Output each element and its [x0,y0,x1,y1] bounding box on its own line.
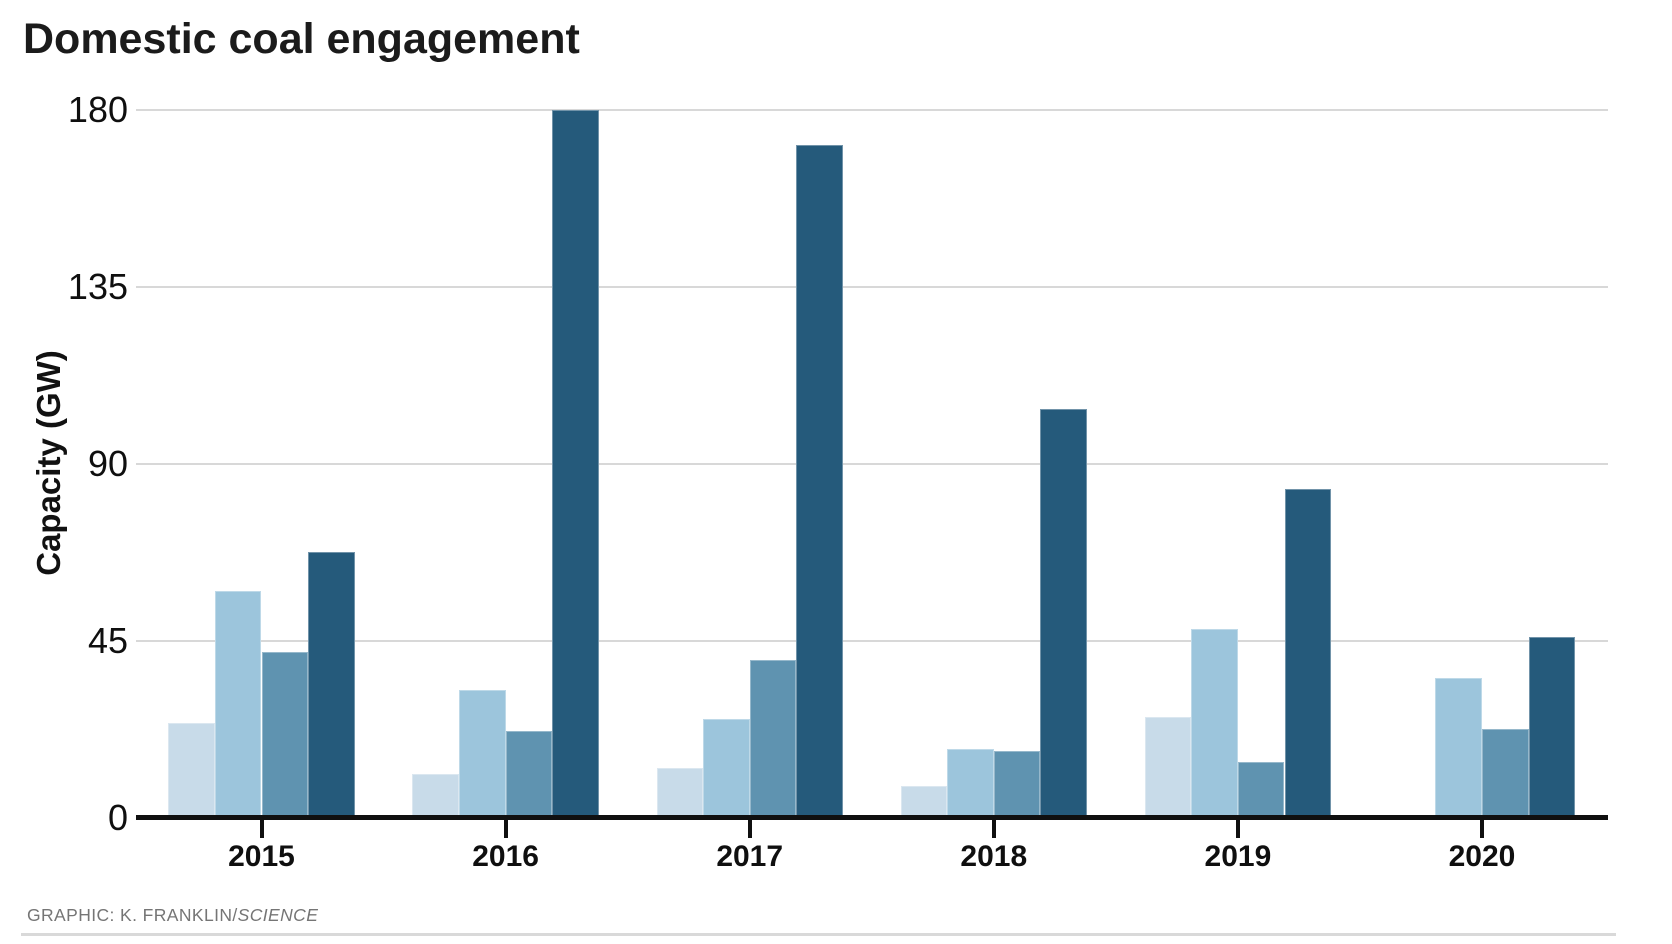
bar-2020-bar-shade-3-medium [1482,729,1529,818]
bar-2020-bar-shade-4-dark [1528,636,1576,818]
bar-2019-bar-shade-3-medium [1237,762,1285,818]
credit-caption-prefix: GRAPHIC: K. FRANKLIN/ [27,905,238,925]
x-axis-tick-2018 [991,820,996,838]
bar-2016-bar-shade-3-medium [505,731,553,818]
x-axis-tick-2017 [747,820,752,838]
bar-2016-bar-shade-4-dark [552,110,599,818]
bar-2015-bar-shade-1-lightest [168,723,215,818]
gridline-45 [136,639,1608,642]
x-tick-label-2015: 2015 [228,840,295,873]
bar-2018-bar-shade-3-medium [993,750,1041,818]
bar-2016-bar-shade-1-lightest [412,774,459,818]
x-tick-label-2017: 2017 [716,840,784,873]
bar-2017-bar-shade-2-light [703,719,750,818]
x-tick-label-2016: 2016 [472,840,539,873]
credit-caption-source: SCIENCE [237,905,319,925]
y-tick-label-90: 90 [87,442,128,484]
gridline-135 [136,285,1608,288]
y-tick-label-0: 0 [107,796,128,838]
bar-2016-bar-shade-2-light [459,689,506,818]
bar-2017-bar-shade-3-medium [749,660,797,818]
bar-2015-bar-shade-4-dark [308,552,355,818]
bar-2018-bar-shade-1-lightest [900,786,948,818]
x-tick-label-2019: 2019 [1204,840,1272,873]
bar-2015-bar-shade-3-medium [261,652,309,818]
x-tick-label-2018: 2018 [960,840,1028,873]
bottom-divider [21,933,1616,936]
bar-2017-bar-shade-1-lightest [656,768,704,818]
y-tick-label-135: 135 [67,265,128,307]
bar-2020-bar-shade-2-light [1435,677,1482,818]
chart-title: Domestic coal engagement [23,15,580,63]
x-axis-tick-2020 [1480,820,1484,838]
x-axis-tick-2019 [1235,820,1240,838]
bar-2015-bar-shade-2-light [214,591,262,818]
bar-2017-bar-shade-4-dark [796,145,843,818]
gridline-90 [136,462,1608,465]
x-axis-tick-2016 [503,820,508,838]
credit-caption: GRAPHIC: K. FRANKLIN/SCIENCE [27,904,318,926]
bar-2018-bar-shade-4-dark [1040,408,1087,818]
bar-2018-bar-shade-2-light [947,748,994,818]
bar-2019-bar-shade-1-lightest [1144,717,1192,818]
gridline-180 [136,109,1608,111]
bar-2019-bar-shade-4-dark [1284,489,1332,818]
x-tick-label-2020: 2020 [1448,840,1516,873]
y-tick-label-45: 45 [87,619,128,661]
x-axis-line [136,815,1608,820]
y-tick-label-180: 180 [67,89,128,130]
x-axis-tick-2015 [259,820,264,838]
bar-2019-bar-shade-2-light [1191,628,1238,818]
